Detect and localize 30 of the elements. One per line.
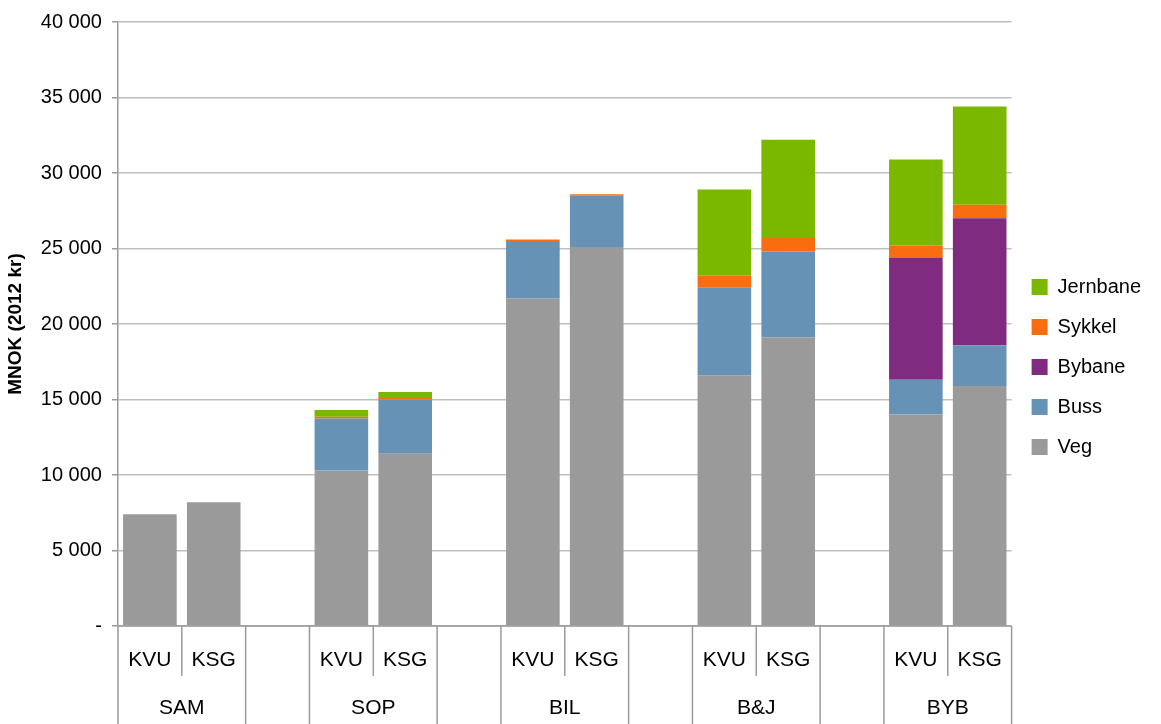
x-tick-label: KSG (383, 647, 428, 671)
legend-label: Sykkel (1057, 314, 1117, 337)
text: BYB (926, 694, 969, 718)
y-tick-label: 10 000 (40, 462, 102, 485)
legend-label: Veg (1057, 434, 1093, 457)
x-tick-label: KVU (319, 647, 363, 671)
x-tick-label: KSG (766, 647, 811, 671)
x-tick-label: KSG (191, 647, 236, 671)
y-tick-label: - (95, 613, 102, 636)
y-tick-label: 30 000 (40, 160, 102, 183)
x-tick-label: KVU (511, 647, 555, 671)
y-tick-label: 5 000 (51, 538, 102, 561)
legend-label: Buss (1057, 394, 1103, 417)
x-tick-label: KVU (894, 647, 938, 671)
x-tick-label: KSG (574, 647, 619, 671)
y-tick-label: 25 000 (40, 236, 102, 259)
y-tick-label: 15 000 (40, 387, 102, 410)
text: B&J (737, 694, 776, 718)
text: SAM (159, 694, 205, 718)
y-tick-label: 20 000 (40, 311, 102, 334)
text: SOP (351, 694, 396, 718)
legend-label: Jernbane (1057, 274, 1142, 297)
y-tick-label: 40 000 (40, 9, 102, 32)
x-tick-label: KVU (128, 647, 172, 671)
y-axis-title: MNOK (2012 kr) (3, 253, 25, 395)
x-tick-label: KVU (702, 647, 746, 671)
text: BIL (549, 694, 581, 718)
legend-label: Bybane (1057, 354, 1126, 377)
y-tick-label: 35 000 (40, 85, 102, 108)
x-tick-label: KSG (957, 647, 1002, 671)
